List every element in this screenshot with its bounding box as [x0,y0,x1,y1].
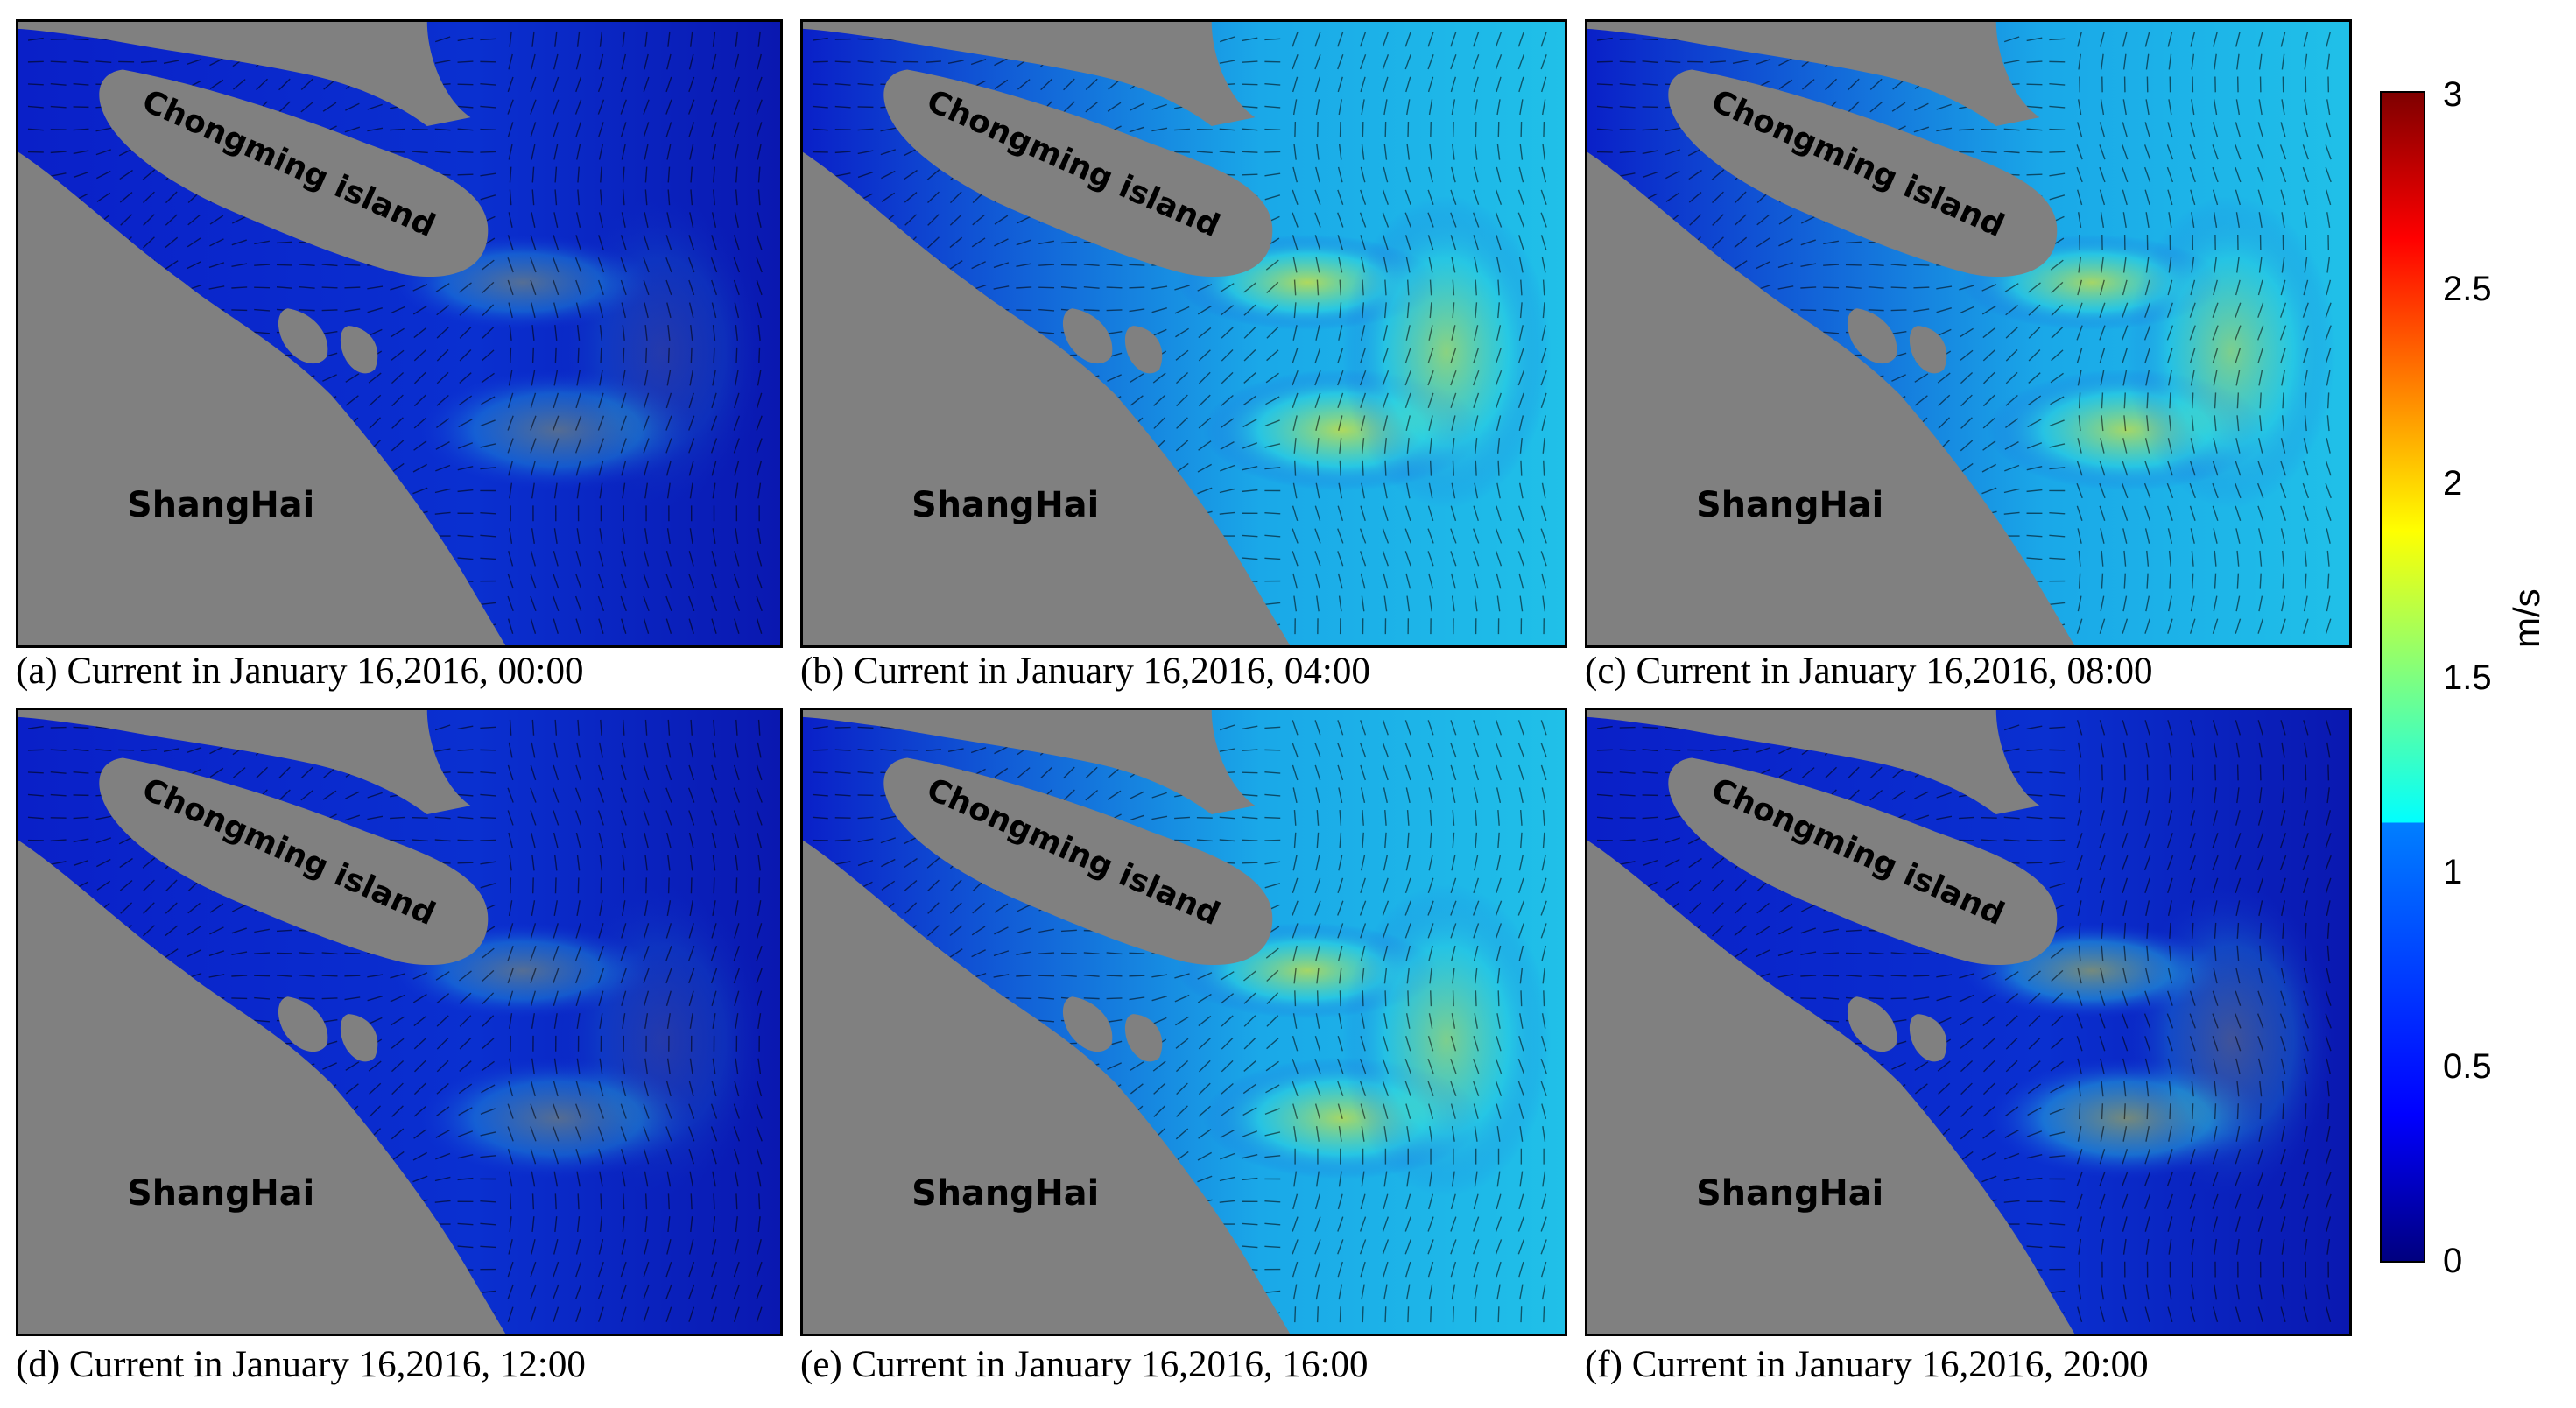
land-north [1587,22,2040,126]
land-shanghai [803,840,1291,1334]
land-shanghai [1587,151,2075,645]
small-island [278,308,328,364]
land-north [18,710,471,814]
city-label: ShangHai [127,1173,314,1214]
small-island [1124,1014,1163,1062]
colorbar-tick: 2.5 [2443,270,2492,308]
land-shanghai [18,151,506,645]
chongming-island-shape [1668,69,2058,278]
small-island [340,326,378,374]
chongming-island-shape [99,757,489,966]
small-island [1124,326,1163,374]
city-label: ShangHai [911,485,1099,525]
colorbar [2380,91,2425,1263]
map-panel-f: Chongming island ShangHai [1585,708,2352,1336]
colorbar-tick: 3 [2443,75,2463,114]
current-hotspot [2126,195,2336,509]
small-island [1909,326,1947,374]
land-north [18,22,471,126]
chongming-island-shape [1668,757,2058,966]
current-hotspot [1341,884,1552,1197]
city-label: ShangHai [1696,1173,1883,1214]
land-shanghai [1587,840,2075,1334]
colorbar-tick: 0.5 [2443,1047,2492,1086]
chongming-island-shape [883,69,1273,278]
small-island [1062,308,1113,364]
city-label: ShangHai [911,1173,1099,1214]
small-island [1909,1014,1947,1062]
colorbar-tick: 1 [2443,853,2463,891]
caption-e: (e) Current in January 16,2016, 16:00 [800,1344,1369,1385]
small-island [1062,996,1113,1052]
map-panel-d: Chongming island ShangHai [16,708,783,1336]
city-label: ShangHai [1696,485,1883,525]
land-shanghai [18,840,506,1334]
small-island [340,1014,378,1062]
land-north [803,710,1256,814]
colorbar-tick: 1.5 [2443,658,2492,697]
land-north [1587,710,2040,814]
current-hotspot [557,195,767,509]
city-label: ShangHai [127,485,314,525]
land-shanghai [803,151,1291,645]
small-island [278,996,328,1052]
land-north [803,22,1256,126]
caption-b: (b) Current in January 16,2016, 04:00 [800,651,1370,692]
caption-c: (c) Current in January 16,2016, 08:00 [1585,651,2153,692]
caption-f: (f) Current in January 16,2016, 20:00 [1585,1344,2149,1385]
map-panel-b: Chongming island ShangHai [800,19,1567,648]
small-island [1847,308,1897,364]
colorbar-unit: m/s [2506,588,2547,648]
caption-d: (d) Current in January 16,2016, 12:00 [16,1344,586,1385]
current-hotspot [1341,195,1552,509]
chongming-island-shape [99,69,489,278]
map-panel-e: Chongming island ShangHai [800,708,1567,1336]
colorbar-tick: 0 [2443,1242,2463,1280]
chongming-island-shape [883,757,1273,966]
colorbar-tick: 2 [2443,464,2463,503]
map-panel-a: Chongming island ShangHai [16,19,783,648]
caption-a: (a) Current in January 16,2016, 00:00 [16,651,584,692]
current-hotspot [557,884,767,1197]
map-panel-c: Chongming island ShangHai [1585,19,2352,648]
small-island [1847,996,1897,1052]
